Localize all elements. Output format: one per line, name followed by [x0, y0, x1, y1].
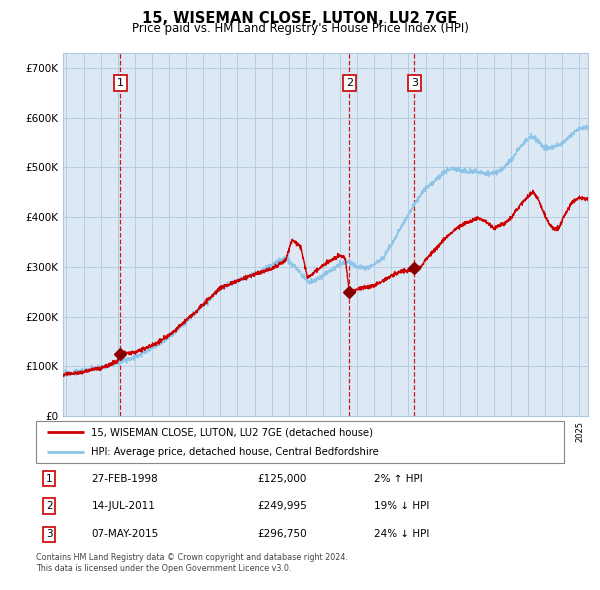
- Text: Price paid vs. HM Land Registry's House Price Index (HPI): Price paid vs. HM Land Registry's House …: [131, 22, 469, 35]
- Text: 27-FEB-1998: 27-FEB-1998: [91, 474, 158, 484]
- Text: 1: 1: [117, 78, 124, 88]
- Text: 15, WISEMAN CLOSE, LUTON, LU2 7GE: 15, WISEMAN CLOSE, LUTON, LU2 7GE: [142, 11, 458, 25]
- Text: £296,750: £296,750: [258, 529, 307, 539]
- Text: 19% ↓ HPI: 19% ↓ HPI: [374, 501, 429, 511]
- Text: 24% ↓ HPI: 24% ↓ HPI: [374, 529, 429, 539]
- Text: 07-MAY-2015: 07-MAY-2015: [91, 529, 158, 539]
- Text: 2% ↑ HPI: 2% ↑ HPI: [374, 474, 422, 484]
- Text: 3: 3: [46, 529, 53, 539]
- Text: Contains HM Land Registry data © Crown copyright and database right 2024.
This d: Contains HM Land Registry data © Crown c…: [36, 553, 348, 573]
- Text: 1: 1: [46, 474, 53, 484]
- Text: £125,000: £125,000: [258, 474, 307, 484]
- Text: 2: 2: [346, 78, 353, 88]
- Text: HPI: Average price, detached house, Central Bedfordshire: HPI: Average price, detached house, Cent…: [91, 447, 379, 457]
- Text: 15, WISEMAN CLOSE, LUTON, LU2 7GE (detached house): 15, WISEMAN CLOSE, LUTON, LU2 7GE (detac…: [91, 427, 373, 437]
- Text: £249,995: £249,995: [258, 501, 308, 511]
- Text: 14-JUL-2011: 14-JUL-2011: [91, 501, 155, 511]
- Text: 2: 2: [46, 501, 53, 511]
- FancyBboxPatch shape: [36, 421, 564, 463]
- Text: 3: 3: [411, 78, 418, 88]
